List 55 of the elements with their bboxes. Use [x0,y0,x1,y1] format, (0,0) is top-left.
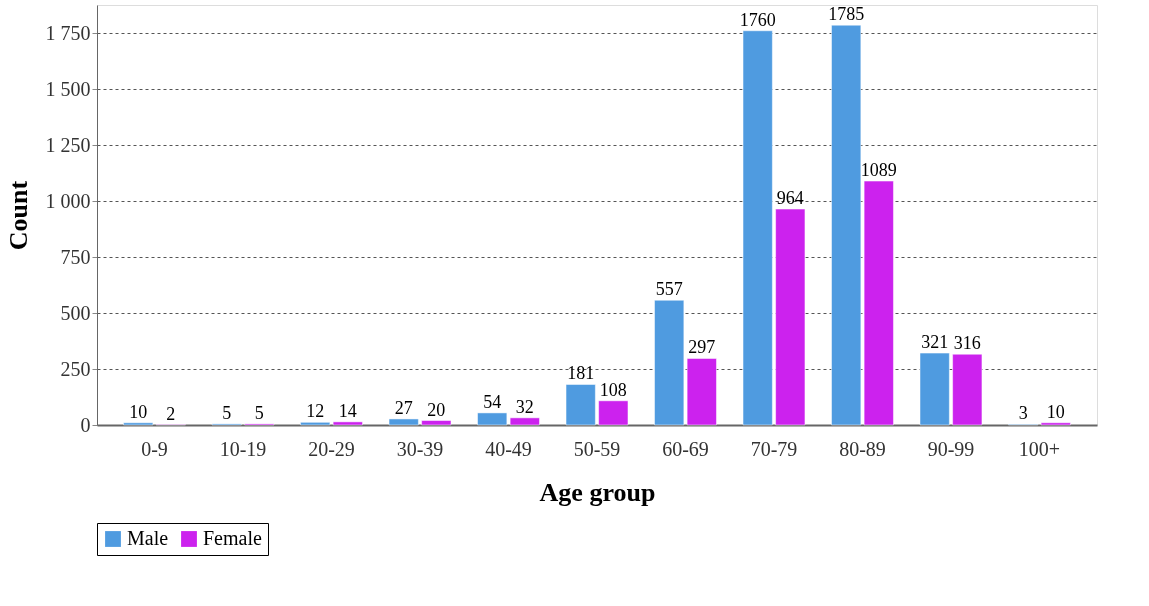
data-label: 20 [427,399,446,420]
data-label: 2 [166,403,176,424]
x-tick-label: 20-29 [308,437,355,460]
y-tick-label: 250 [60,357,91,380]
y-axis-title: Count [3,180,33,251]
data-label: 1089 [860,160,897,181]
data-label: 1785 [828,4,865,25]
x-tick-label: 80-89 [839,437,886,460]
data-label: 297 [688,337,716,358]
y-tick-label: 1 250 [45,133,91,156]
data-label: 181 [567,363,595,384]
y-tick-label: 1 500 [45,77,91,100]
bar [421,420,452,426]
bar [775,208,806,426]
x-tick-label: 100+ [1018,437,1061,460]
data-label: 557 [655,279,683,300]
y-tick-label: 0 [80,413,91,436]
bar [742,30,773,426]
bar [123,422,154,426]
x-axis-title: Age group [539,477,656,507]
x-tick-label: 30-39 [396,437,444,460]
data-label: 10 [1046,401,1065,422]
data-label: 1760 [739,9,776,30]
x-tick-label: 70-79 [750,437,798,460]
data-label: 5 [222,402,232,423]
data-label: 27 [394,397,413,418]
y-tick-label: 750 [60,245,91,268]
data-label: 108 [599,379,627,400]
bar [598,400,629,426]
bar [919,352,950,426]
x-tick-label: 90-99 [927,437,975,460]
y-tick-label: 1 000 [45,189,91,212]
data-label: 316 [953,333,981,354]
legend-label: Male [127,527,169,549]
data-label: 964 [776,188,804,209]
data-label: 5 [254,402,264,423]
bar [388,418,419,426]
x-tick-label: 60-69 [662,437,709,460]
data-label: 12 [306,401,325,422]
data-label: 321 [921,332,949,353]
x-tick-label: 40-49 [485,437,532,460]
data-label: 14 [338,400,357,421]
x-tick-label: 10-19 [219,437,267,460]
data-label: 32 [515,396,534,417]
y-tick-label: 1 750 [45,21,91,44]
data-label: 54 [483,391,502,412]
y-tick-label: 500 [60,301,91,324]
bar [565,384,596,426]
x-tick-label: 50-59 [573,437,621,460]
data-label: 3 [1018,403,1028,424]
bar [952,353,983,426]
data-label: 10 [129,401,148,422]
legend-label: Female [203,527,262,549]
bar [1040,422,1071,426]
x-tick-label: 0-9 [141,437,168,460]
